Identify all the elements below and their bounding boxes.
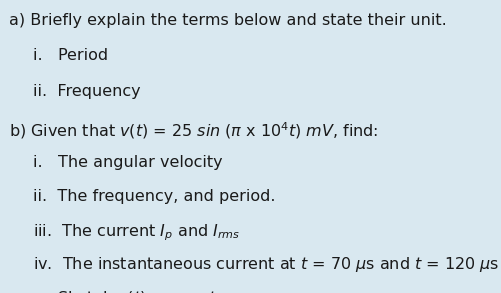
Text: i.   The angular velocity: i. The angular velocity bbox=[33, 155, 222, 170]
Text: ii.  The frequency, and period.: ii. The frequency, and period. bbox=[33, 189, 275, 204]
Text: ii.  Frequency: ii. Frequency bbox=[33, 84, 140, 98]
Text: b) Given that $v(t)$ = 25 $\mathit{sin}$ $(\pi$ x $10^4t)$ $mV$, find:: b) Given that $v(t)$ = 25 $\mathit{sin}$… bbox=[9, 120, 378, 141]
Text: a) Briefly explain the terms below and state their unit.: a) Briefly explain the terms below and s… bbox=[9, 13, 446, 28]
Text: v.  Sketch $v(t)$ versus $t$: v. Sketch $v(t)$ versus $t$ bbox=[33, 289, 216, 293]
Text: i.   Period: i. Period bbox=[33, 48, 108, 63]
Text: iii.  The current $I_p$ and $I_{rms}$: iii. The current $I_p$ and $I_{rms}$ bbox=[33, 223, 239, 243]
Text: iv.  The instantaneous current at $t$ = 70 $\mu$s and $t$ = 120 $\mu$s: iv. The instantaneous current at $t$ = 7… bbox=[33, 255, 498, 274]
